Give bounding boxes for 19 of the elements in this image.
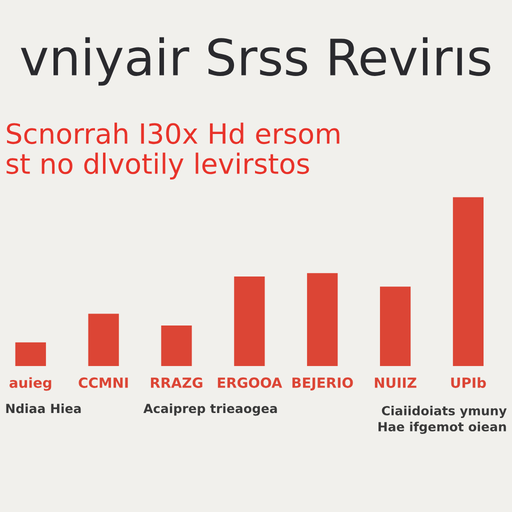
bar [380, 286, 411, 366]
bar [161, 326, 192, 366]
bar [15, 342, 46, 366]
bar [452, 197, 484, 366]
text: Ciaiidoiats ymuny Hae ifgemot oiean [378, 406, 507, 434]
chart-title: vniyair Srss Revirıs [20, 37, 490, 86]
bar [307, 273, 338, 366]
text: Ndiaa Hiea [6, 404, 81, 414]
x-tick-label: ERGOOA [218, 377, 282, 388]
x-tick-label: NUIIZ [374, 378, 416, 388]
x-tick-label: BEJERIO [292, 377, 353, 391]
bar [234, 276, 265, 366]
x-tick-label: UPIb [451, 377, 486, 388]
x-tick-label: auieg [10, 377, 52, 391]
chart-subtitle: Scnorrah I30x Hd ersom st no dlvotily levirstos [6, 122, 340, 180]
x-tick-label: RRAZG [150, 377, 202, 388]
bar [88, 314, 119, 366]
x-tick-label: CCMNI [78, 377, 128, 388]
text: Acaiprep trieaogea [143, 404, 277, 416]
